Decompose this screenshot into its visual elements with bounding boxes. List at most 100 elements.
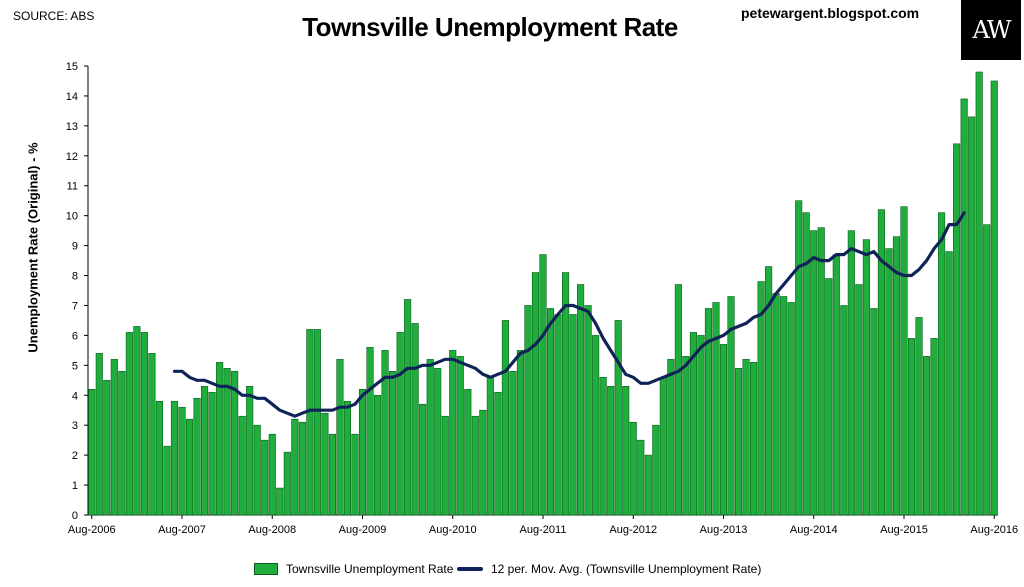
bar <box>704 308 713 516</box>
legend-item-bars: Townsville Unemployment Rate <box>254 562 453 576</box>
legend-label-bars: Townsville Unemployment Rate <box>286 562 454 576</box>
bar <box>434 368 442 516</box>
bar <box>389 371 397 516</box>
bar <box>817 227 825 516</box>
bar <box>780 296 788 516</box>
source-label: SOURCE: ABS <box>13 9 95 23</box>
bar <box>892 236 901 516</box>
bar <box>667 359 675 516</box>
bar <box>614 320 622 516</box>
bar <box>629 421 637 516</box>
y-tick-label: 13 <box>66 121 78 133</box>
bar <box>765 266 773 516</box>
bar <box>479 409 487 516</box>
bar <box>125 332 133 516</box>
x-tick-label: Aug-2009 <box>339 524 387 536</box>
bar <box>140 332 148 516</box>
bar <box>449 350 457 516</box>
bar <box>960 98 968 516</box>
bar <box>351 433 359 516</box>
y-tick-label: 2 <box>72 450 78 462</box>
bar <box>607 385 615 516</box>
bar <box>562 272 570 516</box>
bar <box>825 278 833 516</box>
bar <box>223 368 231 516</box>
bar <box>464 388 472 516</box>
y-tick-label: 15 <box>66 61 78 73</box>
legend-swatch-bars <box>254 563 278 575</box>
bar <box>832 254 840 516</box>
bar <box>900 206 908 516</box>
legend-item-line: 12 per. Mov. Avg. (Townsville Unemployme… <box>457 562 761 576</box>
bar <box>727 296 735 516</box>
bar <box>216 362 224 516</box>
bar <box>419 403 427 516</box>
bar <box>509 371 517 516</box>
bar <box>336 359 344 516</box>
bar <box>810 230 818 516</box>
bar <box>313 329 321 516</box>
bar <box>103 379 111 516</box>
x-tick-label: Aug-2006 <box>68 524 116 536</box>
bar <box>539 254 547 516</box>
bar <box>712 302 720 516</box>
bar <box>592 335 600 516</box>
bar <box>95 353 103 516</box>
bar <box>306 329 314 516</box>
bar <box>990 80 998 516</box>
bar <box>404 299 412 516</box>
bar <box>261 439 269 516</box>
bar <box>253 424 261 516</box>
bar <box>148 353 156 516</box>
bar <box>373 394 382 516</box>
y-tick-label: 9 <box>72 241 78 253</box>
y-tick-label: 5 <box>72 360 78 372</box>
bar <box>584 305 592 516</box>
bar <box>283 451 291 516</box>
bar <box>953 143 961 516</box>
bar <box>847 230 855 516</box>
bar <box>88 388 96 516</box>
bar <box>231 371 239 516</box>
bar <box>163 445 171 516</box>
aw-logo: AW <box>961 0 1021 60</box>
bar <box>366 347 374 516</box>
bar <box>133 326 141 516</box>
x-tick-label: Aug-2012 <box>609 524 657 536</box>
bar <box>659 377 667 516</box>
bar <box>501 320 509 516</box>
bar <box>441 415 449 516</box>
bar <box>577 284 585 516</box>
bar <box>742 359 750 516</box>
bar <box>637 439 645 516</box>
y-tick-label: 6 <box>72 330 78 342</box>
bar <box>193 397 201 516</box>
bar <box>185 418 194 516</box>
bar <box>118 371 126 516</box>
y-tick-label: 10 <box>66 211 78 223</box>
x-tick-label: Aug-2016 <box>970 524 1018 536</box>
bar <box>531 272 540 516</box>
bar <box>734 368 743 516</box>
y-tick-label: 3 <box>72 420 78 432</box>
bar <box>298 421 306 516</box>
x-tick-label: Aug-2015 <box>880 524 928 536</box>
bar <box>772 293 780 516</box>
bar <box>170 400 179 516</box>
bar <box>246 385 254 516</box>
y-tick-label: 1 <box>72 480 78 492</box>
bar <box>426 359 434 516</box>
bar <box>922 356 931 516</box>
website-label: petewargent.blogspot.com <box>741 5 920 21</box>
legend: Townsville Unemployment Rate 12 per. Mov… <box>0 562 1024 580</box>
bar <box>110 359 118 516</box>
bar <box>276 487 284 516</box>
bar <box>201 385 209 516</box>
bar <box>877 209 885 516</box>
bar <box>644 454 652 516</box>
bar <box>885 248 893 516</box>
bar <box>870 308 878 516</box>
bar <box>862 239 870 516</box>
bar <box>471 415 479 516</box>
